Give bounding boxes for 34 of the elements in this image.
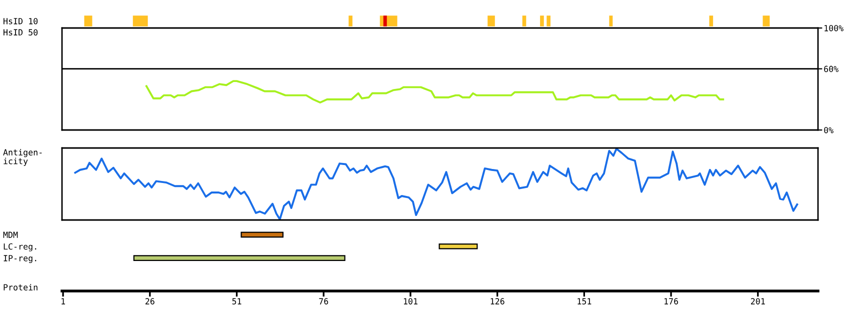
x-tick-label: 101 xyxy=(404,298,418,304)
y-tick-label: IP-reg. xyxy=(4,255,36,263)
x-tick-label: 201 xyxy=(750,298,765,304)
x-tick-label: 1 xyxy=(62,298,65,304)
y-axis-title: Antigen- icity xyxy=(3,149,42,166)
y-tick-label: MDM xyxy=(3,232,18,238)
bar xyxy=(709,16,714,26)
bar xyxy=(522,16,526,26)
bar xyxy=(348,16,352,26)
y-axis-title: HsID 50 xyxy=(4,29,38,36)
bar xyxy=(132,16,148,26)
x-axis-title: Protein xyxy=(4,284,38,290)
x-tick-label: 176 xyxy=(664,298,678,304)
line-series xyxy=(145,80,724,104)
x-tick-label: 126 xyxy=(490,298,504,304)
y-tick-label: HsID 10 xyxy=(4,18,38,24)
bar xyxy=(488,16,495,26)
y-tick-label: 100% xyxy=(824,25,844,32)
bar xyxy=(546,16,550,26)
y-tick-label: LC-reg. xyxy=(4,243,36,252)
bar xyxy=(240,232,284,238)
x-tick-label: 76 xyxy=(319,298,328,304)
bar xyxy=(383,16,387,26)
x-tick-label: 151 xyxy=(578,298,592,304)
bar xyxy=(438,243,478,250)
x-tick-label: 26 xyxy=(146,298,154,304)
x-tick-label: 51 xyxy=(232,298,242,304)
bar xyxy=(133,255,346,261)
y-tick-label: 60% xyxy=(824,66,838,72)
bar xyxy=(762,16,770,26)
bar xyxy=(609,16,613,26)
y-tick-label: 0% xyxy=(824,127,834,134)
bar xyxy=(540,16,544,26)
bar xyxy=(84,16,92,26)
